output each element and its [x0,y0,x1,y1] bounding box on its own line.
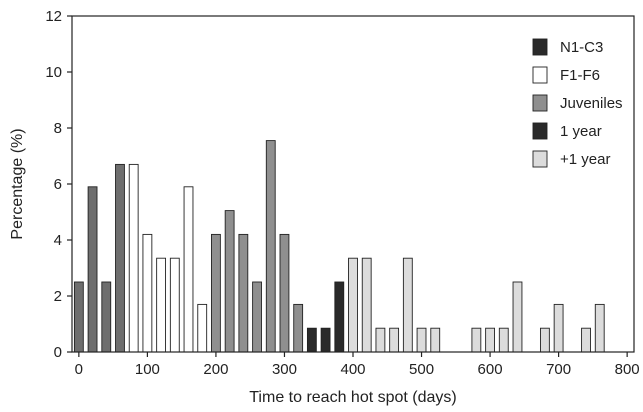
bar-1-year-2 [334,281,345,353]
bar-series-5-3 [115,163,125,353]
bar--1-year-4 [402,257,413,353]
x-ticks: 0 100 200 300 400 500 600 700 800 [75,352,640,378]
bar-f1-f6-0 [128,163,139,353]
legend-swatch--1-year [532,150,548,168]
x-tick-label: 0 [75,361,83,378]
bar--1-year-13 [581,327,591,353]
bar-juveniles-2 [238,233,249,353]
bar--1-year-8 [485,327,495,353]
x-tick-label: 700 [546,361,571,378]
bar-series-5-1 [87,186,98,353]
bar-juveniles-6 [293,303,304,353]
bar-juveniles-0 [211,233,221,353]
y-tick-label: 2 [54,288,62,305]
x-tick-label: 800 [615,361,640,378]
bar-f1-f6-2 [156,257,167,353]
bar-series-5-0 [73,281,84,353]
bar-juveniles-5 [279,233,290,353]
bar--1-year-5 [416,327,427,353]
bar-juveniles-4 [265,140,276,353]
y-tick-label: 12 [45,8,62,25]
bar-f1-f6-4 [183,186,194,353]
y-axis-title: Percentage (%) [9,128,26,239]
bar-juveniles-1 [224,210,235,353]
bar--1-year-12 [553,303,564,353]
legend-label-n1-c3: N1-C3 [560,39,603,56]
bar--1-year-9 [498,327,509,353]
y-tick-label: 4 [54,232,62,249]
bar--1-year-11 [539,327,550,353]
x-axis-title: Time to reach hot spot (days) [249,389,457,406]
x-tick-label: 200 [203,361,228,378]
y-tick-label: 6 [54,176,62,193]
legend-swatch-juveniles [532,94,548,112]
bars-layer [73,140,605,353]
bar--1-year-10 [512,281,523,353]
x-tick-label: 400 [340,361,365,378]
y-tick-label: 8 [54,120,62,137]
legend-swatch-f1-f6 [532,66,548,84]
bar-juveniles-3 [252,281,262,353]
bar--1-year-6 [430,327,441,353]
bar--1-year-1 [361,257,372,353]
bar-series-5-2 [101,281,112,353]
x-tick-label: 600 [478,361,503,378]
y-ticks: 0 2 4 6 8 10 12 [45,8,72,361]
bar-1-year-1 [320,327,331,353]
x-tick-label: 500 [409,361,434,378]
bar-f1-f6-1 [142,233,153,353]
bar--1-year-0 [348,257,358,353]
y-tick-label: 10 [45,64,62,81]
bar--1-year-7 [471,327,482,353]
bar--1-year-3 [389,327,400,353]
legend-swatch-1-year [532,122,548,140]
legend: N1-C3 F1-F6 Juveniles 1 year +1 year [532,38,623,168]
y-tick-label: 0 [54,344,62,361]
bar-f1-f6-5 [197,303,208,353]
legend-label-juveniles: Juveniles [560,95,623,112]
legend-swatch-n1-c3 [532,38,548,56]
bar-f1-f6-3 [169,257,180,353]
legend-label-1-year: 1 year [560,123,602,140]
x-tick-label: 100 [135,361,160,378]
bar--1-year-2 [375,327,386,353]
x-tick-label: 300 [272,361,297,378]
bar--1-year-14 [594,303,605,353]
legend-label-f1-f6: F1-F6 [560,67,600,84]
legend-label--1-year: +1 year [560,151,610,168]
bar-1-year-0 [306,327,317,353]
